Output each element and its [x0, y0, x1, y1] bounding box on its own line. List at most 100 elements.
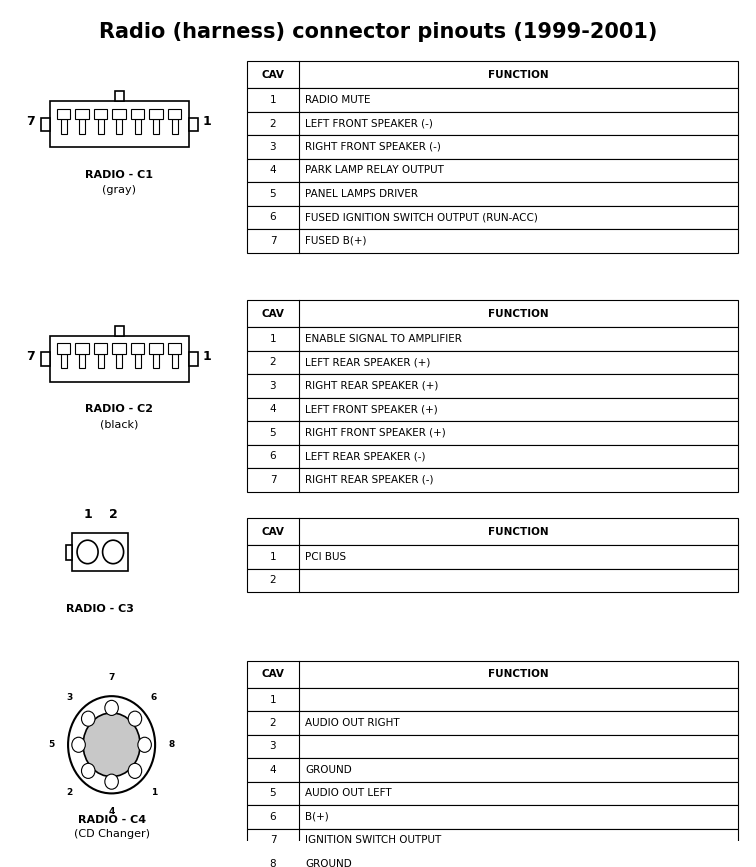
Bar	[94, 108, 107, 119]
Bar	[172, 119, 178, 134]
Bar	[246, 88, 738, 112]
Bar	[135, 354, 141, 368]
Bar	[246, 711, 738, 734]
Text: 3: 3	[270, 741, 276, 752]
Bar	[168, 108, 181, 119]
Bar	[67, 545, 72, 560]
Bar	[116, 354, 122, 368]
Text: GROUND: GROUND	[305, 765, 352, 775]
Bar	[246, 734, 738, 759]
Text: RADIO - C1: RADIO - C1	[85, 170, 153, 179]
Text: RIGHT REAR SPEAKER (+): RIGHT REAR SPEAKER (+)	[305, 381, 438, 391]
Bar	[79, 119, 85, 134]
Text: RIGHT FRONT SPEAKER (-): RIGHT FRONT SPEAKER (-)	[305, 142, 441, 152]
Text: FUNCTION: FUNCTION	[488, 669, 549, 680]
Text: LEFT REAR SPEAKER (+): LEFT REAR SPEAKER (+)	[305, 357, 431, 368]
Circle shape	[83, 713, 140, 777]
Text: CAV: CAV	[262, 527, 284, 537]
Text: LEFT REAR SPEAKER (-): LEFT REAR SPEAKER (-)	[305, 452, 426, 461]
Bar	[150, 108, 163, 119]
Bar	[246, 398, 738, 421]
Bar	[246, 112, 738, 135]
Circle shape	[103, 540, 123, 564]
Text: 7: 7	[270, 236, 276, 246]
Bar	[188, 118, 197, 131]
Text: 2: 2	[270, 718, 276, 728]
Text: 5: 5	[270, 788, 276, 799]
Bar	[79, 354, 85, 368]
Text: Radio (harness) connector pinouts (1999-2001): Radio (harness) connector pinouts (1999-…	[99, 23, 657, 42]
Bar	[246, 351, 738, 375]
Bar	[113, 343, 125, 354]
Bar	[246, 829, 738, 852]
Bar	[246, 545, 738, 569]
Bar	[98, 119, 104, 134]
Text: 1: 1	[270, 694, 276, 705]
Bar	[246, 135, 738, 159]
Text: 4: 4	[270, 166, 276, 175]
Bar	[246, 229, 738, 252]
Text: 8: 8	[270, 859, 276, 867]
Text: 1: 1	[270, 552, 276, 562]
Bar	[131, 343, 144, 354]
Bar	[246, 445, 738, 468]
Bar	[150, 343, 163, 354]
Text: 1: 1	[203, 350, 212, 363]
Circle shape	[129, 763, 141, 779]
Text: 2: 2	[109, 508, 117, 521]
Text: CAV: CAV	[262, 309, 284, 319]
Text: 2: 2	[270, 357, 276, 368]
Text: FUSED B(+): FUSED B(+)	[305, 236, 367, 246]
Text: 1: 1	[203, 115, 212, 128]
Text: FUNCTION: FUNCTION	[488, 527, 549, 537]
Text: FUNCTION: FUNCTION	[488, 309, 549, 319]
Bar	[115, 326, 123, 336]
Text: 1: 1	[151, 788, 157, 797]
Text: 6: 6	[270, 452, 276, 461]
Text: FUSED IGNITION SWITCH OUTPUT (RUN-ACC): FUSED IGNITION SWITCH OUTPUT (RUN-ACC)	[305, 212, 538, 223]
Text: AUDIO OUT RIGHT: AUDIO OUT RIGHT	[305, 718, 400, 728]
Bar	[57, 343, 70, 354]
Circle shape	[82, 763, 95, 779]
Bar	[246, 782, 738, 805]
Bar	[246, 182, 738, 205]
Text: (gray): (gray)	[102, 185, 136, 195]
Bar	[113, 108, 125, 119]
Text: 7: 7	[270, 836, 276, 845]
Text: 2: 2	[66, 788, 73, 797]
Bar	[246, 301, 738, 327]
Bar	[246, 805, 738, 829]
Bar	[246, 421, 738, 445]
Text: RIGHT REAR SPEAKER (-): RIGHT REAR SPEAKER (-)	[305, 475, 434, 485]
Text: 2: 2	[270, 576, 276, 585]
Bar	[246, 159, 738, 182]
Circle shape	[68, 696, 155, 793]
Text: RADIO - C4: RADIO - C4	[78, 815, 146, 825]
Text: IGNITION SWITCH OUTPUT: IGNITION SWITCH OUTPUT	[305, 836, 442, 845]
Bar	[135, 119, 141, 134]
Bar	[246, 205, 738, 229]
Text: B(+): B(+)	[305, 812, 329, 822]
Text: 4: 4	[108, 807, 115, 817]
Text: (CD Changer): (CD Changer)	[73, 830, 150, 839]
Bar	[60, 119, 67, 134]
Text: LEFT FRONT SPEAKER (-): LEFT FRONT SPEAKER (-)	[305, 119, 433, 128]
Circle shape	[105, 774, 119, 789]
Bar	[76, 108, 88, 119]
Text: PARK LAMP RELAY OUTPUT: PARK LAMP RELAY OUTPUT	[305, 166, 444, 175]
Text: 6: 6	[270, 212, 276, 223]
Text: CAV: CAV	[262, 669, 284, 680]
Bar	[246, 759, 738, 782]
Text: 6: 6	[151, 693, 157, 702]
Bar	[72, 533, 129, 570]
Bar	[246, 569, 738, 592]
Bar	[50, 101, 188, 147]
Bar	[246, 688, 738, 711]
Text: PANEL LAMPS DRIVER: PANEL LAMPS DRIVER	[305, 189, 418, 199]
Bar	[50, 336, 188, 382]
Bar	[153, 354, 160, 368]
Text: AUDIO OUT LEFT: AUDIO OUT LEFT	[305, 788, 392, 799]
Bar	[153, 119, 160, 134]
Text: 3: 3	[270, 381, 276, 391]
Bar	[116, 119, 122, 134]
